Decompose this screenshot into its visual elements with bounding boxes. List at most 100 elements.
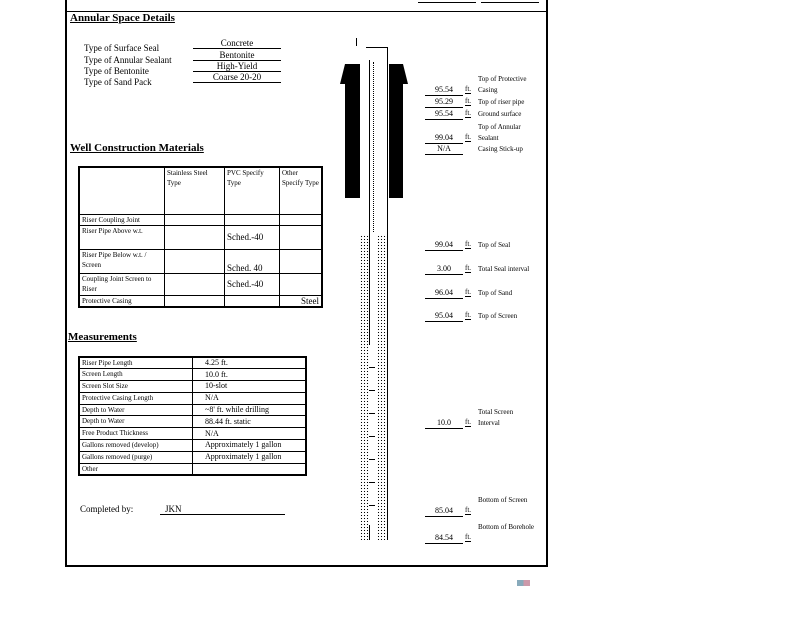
table-row: Depth to Water 88.44 ft. static: [78, 415, 307, 429]
unit-label: ft.: [465, 109, 472, 118]
annular-details: Type of Surface Seal Concrete Type of Ann…: [84, 38, 281, 87]
measurement-value: N/A: [192, 427, 307, 441]
elevation-value: N/A: [425, 144, 463, 155]
header-stainless: Stainless Steel Type: [164, 166, 225, 215]
measurement-value: Approximately 1 gallon: [192, 439, 307, 452]
top-line: [418, 2, 476, 3]
elevation-label: Total Seal interval: [478, 265, 530, 273]
measurement-value: ~8' ft. while drilling: [192, 403, 307, 417]
cell: [279, 224, 323, 250]
table-row: Free Product Thickness N/A: [78, 427, 307, 441]
cell: [164, 272, 225, 296]
annular-title: Annular Space Details: [70, 12, 175, 24]
sand-pack-label: Type of Sand Pack: [84, 77, 152, 87]
screen-slots: [369, 345, 375, 525]
elevation-value: 95.54: [425, 85, 463, 96]
cell: [164, 213, 225, 226]
elevation-label: Bottom of Borehole: [478, 523, 534, 531]
measurement-value: 88.44 ft. static: [192, 415, 307, 429]
measurement-label: Protective Casing Length: [78, 391, 193, 405]
materials-title: Well Construction Materials: [70, 142, 204, 154]
table-row: Riser Pipe Below w.t. / Screen Sched. 40: [78, 248, 323, 274]
measurement-value: N/A: [192, 391, 307, 405]
cell: [164, 294, 225, 308]
annular-sealant-label: Type of Annular Sealant: [84, 55, 172, 65]
row-label: Riser Coupling Joint: [78, 213, 165, 226]
cell: [224, 213, 280, 226]
row-label: Riser Pipe Above w.t.: [78, 224, 165, 250]
elevation-value: 3.00: [425, 264, 463, 275]
measurement-value: [192, 462, 307, 476]
measurements-table: Riser Pipe Length 4.25 ft. Screen Length 10…: [78, 356, 307, 476]
measurement-label: Other: [78, 462, 193, 476]
elevation-label: Top of Protective Casing: [478, 75, 527, 94]
cell: [279, 248, 323, 274]
measurement-value: 4.25 ft.: [192, 356, 307, 370]
unit-label: ft.: [465, 133, 472, 142]
table-row: Screen Length 10.0 ft.: [78, 368, 307, 382]
measurements-title: Measurements: [68, 331, 137, 343]
cell: [279, 272, 323, 296]
table-row: Depth to Water ~8' ft. while drilling: [78, 403, 307, 417]
tick: [356, 38, 357, 46]
table-row: Riser Coupling Joint: [78, 213, 323, 226]
table-row: Riser Pipe Above w.t. Sched.-40: [78, 224, 323, 250]
elevation-label: Bottom of Screen: [478, 496, 528, 504]
sand-pack-left: [360, 235, 369, 540]
unit-label: ft.: [465, 311, 472, 320]
cell: [224, 294, 280, 308]
sand-pack-value: Coarse 20-20: [193, 72, 281, 83]
unit-label: ft.: [465, 533, 472, 542]
cell: [279, 213, 323, 226]
elevation-value: 99.04: [425, 240, 463, 251]
unit-label: ft.: [465, 506, 472, 515]
measurement-label: Depth to Water: [78, 403, 193, 417]
unit-label: ft.: [465, 288, 472, 297]
surface-seal-value: Concrete: [193, 38, 281, 49]
completed-by-value: JKN: [160, 504, 285, 515]
annular-sealant-value: Bentonite: [193, 50, 281, 61]
riser-wall-right: [387, 47, 388, 540]
measurement-label: Free Product Thickness: [78, 427, 193, 441]
measurement-label: Screen Length: [78, 368, 193, 382]
measurement-label: Depth to Water: [78, 415, 193, 429]
casing-cap: [366, 47, 388, 48]
table-row: Gallons removed (develop) Approximately 1…: [78, 439, 307, 452]
header-other: Other Specify Type: [279, 166, 323, 215]
row-label: Coupling Joint Screen to Riser: [78, 272, 165, 296]
table-row: Gallons removed (purge) Approximately 1 g…: [78, 450, 307, 464]
measurement-label: Screen Slot Size: [78, 380, 193, 393]
elevation-label: Casing Stick-up: [478, 145, 523, 153]
blank-cell: [79, 167, 165, 215]
row-label: Protective Casing: [78, 294, 165, 308]
riser-wall-left: [369, 60, 370, 540]
table-row: Other: [78, 462, 307, 476]
table-row: Protective Casing Steel: [78, 294, 323, 308]
cell: Steel: [279, 294, 323, 308]
bentonite-value: High-Yield: [193, 61, 281, 72]
header-pvc: PVC Specify Type: [224, 166, 280, 215]
measurement-value: 10.0 ft.: [192, 368, 307, 382]
elevation-value: 99.04: [425, 133, 463, 144]
top-line: [481, 2, 539, 3]
measurement-value: 10-slot: [192, 380, 307, 393]
measurement-label: Riser Pipe Length: [78, 356, 193, 370]
cell: [164, 224, 225, 250]
unit-label: ft.: [465, 264, 472, 273]
cell: Sched.-40: [224, 224, 280, 250]
unit-label: ft.: [465, 240, 472, 249]
unit-label: ft.: [465, 85, 472, 94]
cell: [164, 248, 225, 274]
elevation-label: Top of Seal: [478, 241, 511, 249]
table-row: Coupling Joint Screen to Riser Sched.-40: [78, 272, 323, 296]
cell: Sched. 40: [224, 248, 280, 274]
elevation-value: 85.04: [425, 506, 463, 517]
sand-pack-right: [377, 235, 387, 540]
measurement-value: Approximately 1 gallon: [192, 450, 307, 464]
elevation-value: 95.04: [425, 311, 463, 322]
elevation-value: 96.04: [425, 288, 463, 299]
measurement-label: Gallons removed (purge): [78, 450, 193, 464]
unit-label: ft.: [465, 97, 472, 106]
table-row: Riser Pipe Length 4.25 ft.: [78, 356, 307, 370]
